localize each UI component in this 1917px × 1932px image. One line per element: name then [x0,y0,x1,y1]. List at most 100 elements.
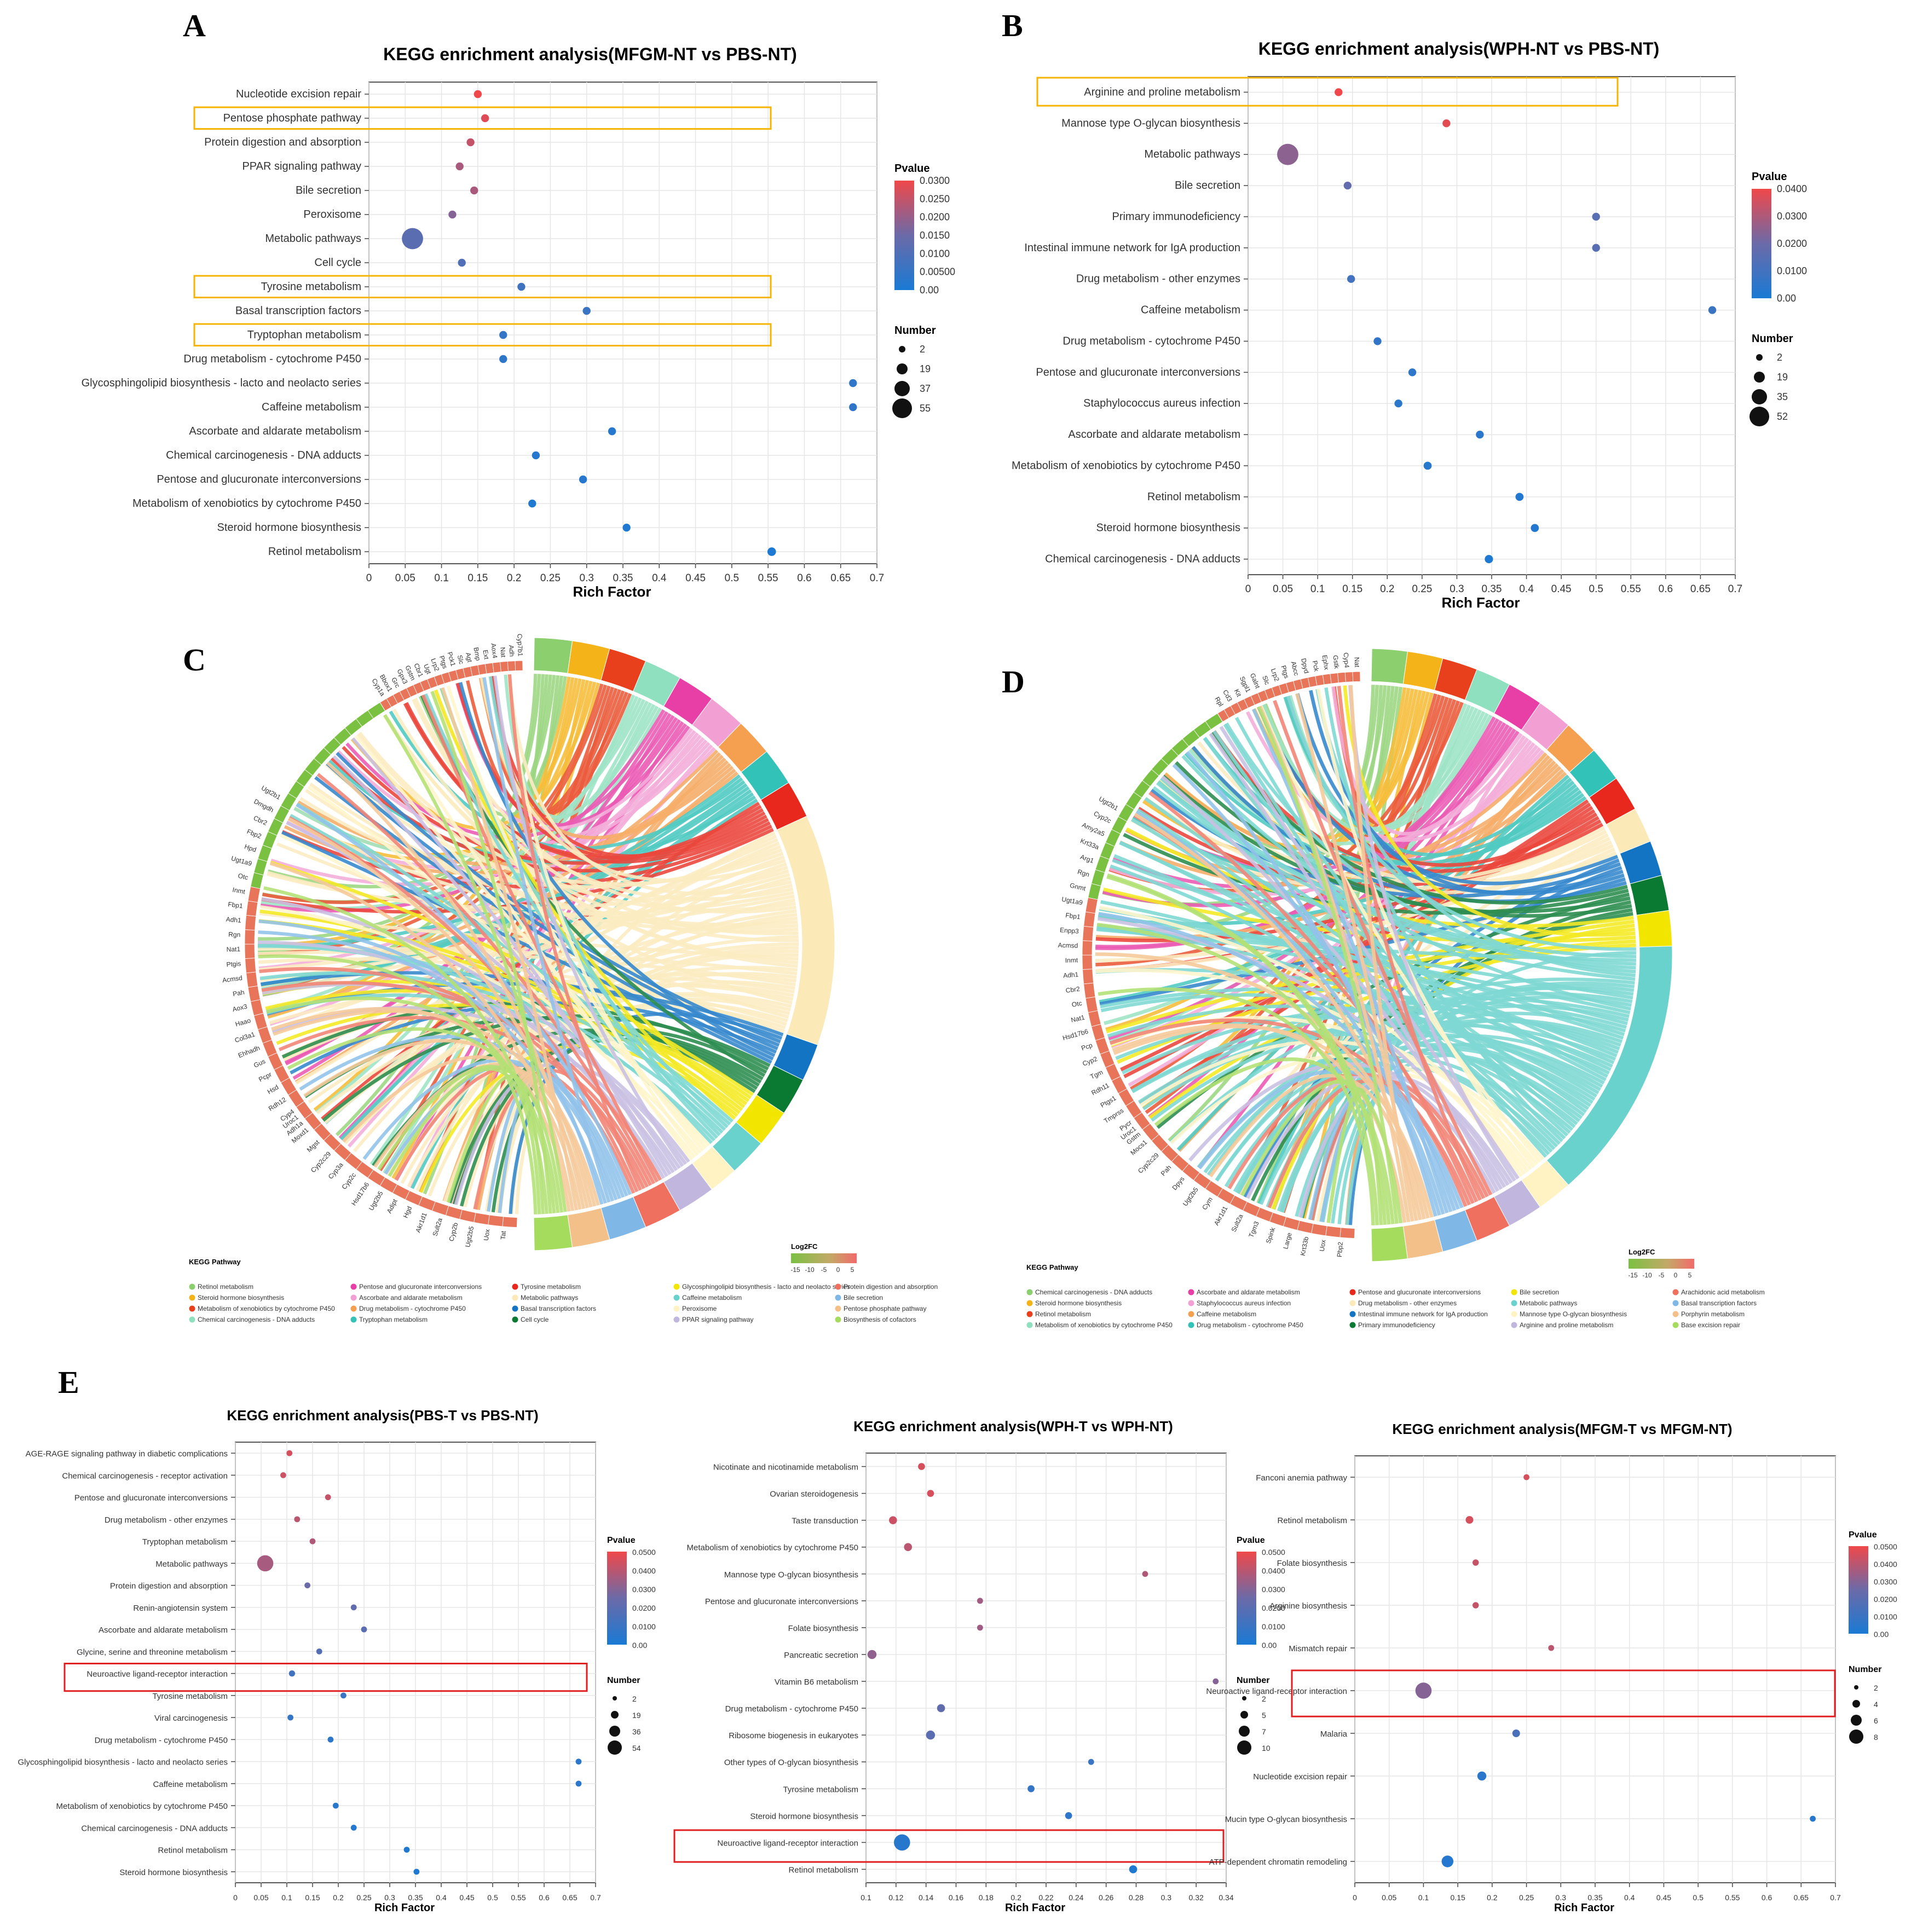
gene-segment [1085,897,1098,914]
gene-label-left: Krt33a [1079,837,1100,851]
category-label: Caffeine metabolism [1141,304,1240,316]
category-label: Glycosphingolipid biosynthesis - lacto a… [18,1758,228,1767]
chord-ribbon [332,755,672,1176]
category-label: Metabolic pathways [155,1559,228,1569]
category-label: Pentose phosphate pathway [223,112,361,124]
chord-ribbon [258,954,538,1214]
data-point [499,355,507,363]
category-label: Retinol metabolism [268,546,361,558]
pathway-legend-swatch [1188,1289,1194,1295]
x-tick-label: 0.15 [305,1893,320,1902]
pvalue-tick-label: 0.0400 [632,1566,656,1575]
number-legend-title: Number [607,1676,640,1685]
category-label: Taste transduction [792,1517,858,1526]
number-legend: Number 2 5 7 10 [1237,1676,1271,1755]
x-tick-label: 0.7 [1728,583,1742,595]
gene-label-bottom: Cyp2c29 [1136,1151,1160,1175]
pathway-legend-label: PPAR signaling pathway [682,1316,754,1323]
pathway-legend-swatch [1672,1322,1679,1328]
data-point [1442,119,1451,128]
panel-letter-c: C [183,642,206,678]
data-point [977,1624,983,1631]
data-point [1441,1855,1454,1867]
pathway-legend-label: Glycosphingolipid biosynthesis - lacto a… [682,1283,850,1291]
pathway-legend-swatch [1026,1322,1033,1328]
chord-ribbon [1317,689,1535,1168]
pathway-legend-label: Steroid hormone biosynthesis [198,1294,284,1302]
log2fc-tick-label: -15 [790,1266,800,1274]
x-tick-label: 0.35 [1482,583,1502,595]
chord-ribbon [269,861,575,1211]
category-label: Ribosome biogenesis in eukaryotes [729,1731,858,1740]
x-tick-label: 0.15 [1451,1893,1465,1902]
chord-ribbon [1326,1088,1383,1225]
gene-label-top: Ugt [422,663,433,675]
chord-ribbon [488,676,721,1137]
chord-ribbon [482,677,611,1203]
gene-label-left: Pcpr [257,1071,273,1084]
number-tick-label: 8 [1874,1733,1878,1742]
data-point [287,1714,293,1721]
chord-ribbon [421,694,659,1183]
pathway-legend-swatch [835,1294,841,1301]
category-label: Primary immunodeficiency [1112,211,1240,223]
x-axis-label: Rich Factor [1441,594,1520,611]
category-label: Mannose type O-glycan biosynthesis [1061,117,1240,129]
gene-label-top: Lrp2 [1269,667,1281,682]
x-tick-label: 0.32 [1189,1893,1204,1902]
pathway-legend-swatch [1349,1311,1356,1317]
gene-segment [474,1212,490,1225]
category-label: Retinol metabolism [158,1846,228,1855]
category-label: Arginine biosynthesis [1269,1601,1347,1611]
gene-label-left: Cyp2c [1093,809,1113,825]
data-point [608,427,616,436]
data-point [575,1780,582,1787]
chord-ribbon [1113,1025,1434,1218]
pathway-legend-label: Metabolic pathways [521,1294,578,1302]
pathway-legend-swatch [189,1283,195,1290]
x-tick-label: 0.45 [1656,1893,1671,1902]
x-tick-label: 0.3 [384,1893,395,1902]
number-legend-dot [1242,1696,1246,1700]
chord-ribbon [1148,791,1475,1204]
chord-ribbon [405,702,769,864]
gene-label-left: Inmt [1065,956,1078,964]
x-tick-label: 0.22 [1038,1893,1053,1902]
gene-segment [1352,671,1361,682]
chord-ribbon [441,687,579,1211]
x-tick-label: 0.3 [1556,1893,1567,1902]
number-tick-label: 2 [1874,1684,1878,1692]
gene-label-top: Dpyd [1300,657,1310,674]
category-label: Glycine, serine and threonine metabolism [77,1647,228,1657]
number-legend-title: Number [1237,1676,1269,1685]
pathway-legend-label: Metabolic pathways [1520,1299,1577,1307]
number-legend-dot [899,346,905,352]
number-legend-dot [1752,389,1767,404]
pvalue-tick-label: 0.0300 [1262,1585,1285,1594]
category-label: Drug metabolism - cytochrome P450 [1063,335,1240,347]
x-tick-label: 0.1 [1310,583,1325,595]
number-tick-label: 55 [920,403,931,414]
log2fc-legend-title: Log2FC [791,1242,818,1251]
pathway-legend-swatch [673,1305,680,1312]
pathway-legend-label: Bile secretion [844,1294,883,1302]
pathway-legend-swatch [1349,1322,1356,1328]
kegg-pathway-legend-title: KEGG Pathway [189,1258,241,1266]
gene-label-bottom: Tat [499,1230,507,1240]
pathway-legend-label: Basal transcription factors [1681,1299,1757,1307]
category-label: Retinol metabolism [788,1865,858,1875]
gene-segment [244,944,256,959]
log2fc-tick-label: 0 [836,1266,840,1274]
highlight-box [193,323,772,347]
pvalue-colorbar [607,1552,627,1645]
category-label: Renin-angiotensin system [133,1604,228,1613]
pathway-legend-swatch [512,1294,518,1301]
data-point [532,451,540,460]
x-tick-label: 0.2 [507,572,521,584]
category-label: ATP-dependent chromatin remodeling [1209,1858,1347,1867]
data-point [926,1730,936,1740]
pvalue-legend-title: Pvalue [607,1536,636,1545]
gene-label-left: Ugt1a9 [230,854,253,867]
x-tick-label: 0.15 [467,572,488,584]
category-label: Steroid hormone biosynthesis [1096,522,1240,534]
